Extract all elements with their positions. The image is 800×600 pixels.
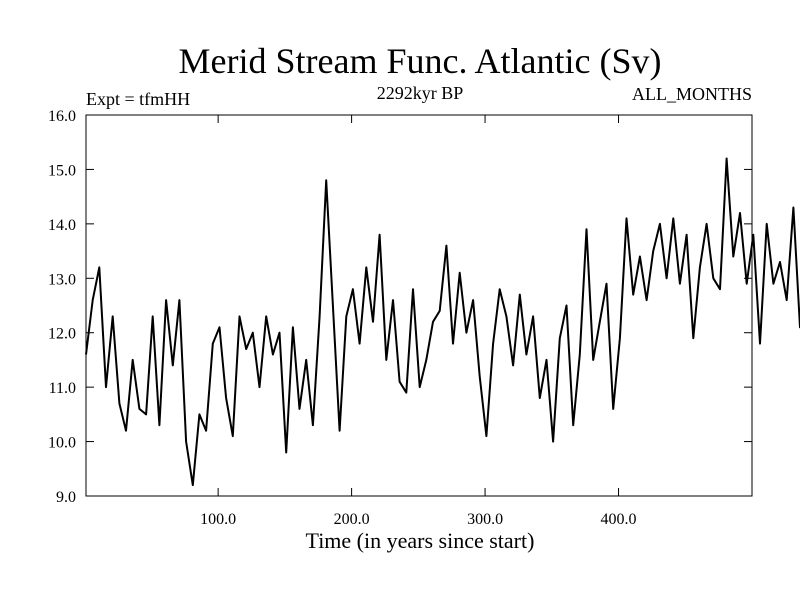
y-tick-label: 9.0 bbox=[56, 489, 76, 506]
y-tick-label: 14.0 bbox=[48, 217, 76, 234]
plot-frame bbox=[85, 114, 753, 497]
y-tick-label: 16.0 bbox=[48, 108, 76, 125]
months-label: ALL_MONTHS bbox=[632, 84, 752, 104]
y-tick-label: 13.0 bbox=[48, 271, 76, 288]
y-tick-label: 12.0 bbox=[48, 326, 76, 343]
y-axis-ticks: 9.0 10.0 11.0 12.0 13.0 14.0 15.0 16.0 bbox=[48, 108, 752, 506]
time-period-label: 2292kyr BP bbox=[377, 83, 464, 103]
y-tick-label: 15.0 bbox=[48, 162, 76, 179]
y-tick-label: 10.0 bbox=[48, 435, 76, 452]
x-tick-label: 200.0 bbox=[334, 511, 370, 528]
y-tick-label: 11.0 bbox=[49, 380, 76, 397]
experiment-label: Expt = tfmHH bbox=[86, 89, 190, 109]
chart-title: Merid Stream Func. Atlantic (Sv) bbox=[179, 41, 662, 81]
x-tick-label: 300.0 bbox=[467, 511, 503, 528]
x-tick-label: 100.0 bbox=[200, 511, 236, 528]
x-axis-label: Time (in years since start) bbox=[306, 528, 535, 553]
x-tick-label: 400.0 bbox=[601, 511, 637, 528]
series-line bbox=[85, 157, 800, 487]
x-axis-ticks: 100.0 200.0 300.0 400.0 bbox=[200, 115, 637, 528]
